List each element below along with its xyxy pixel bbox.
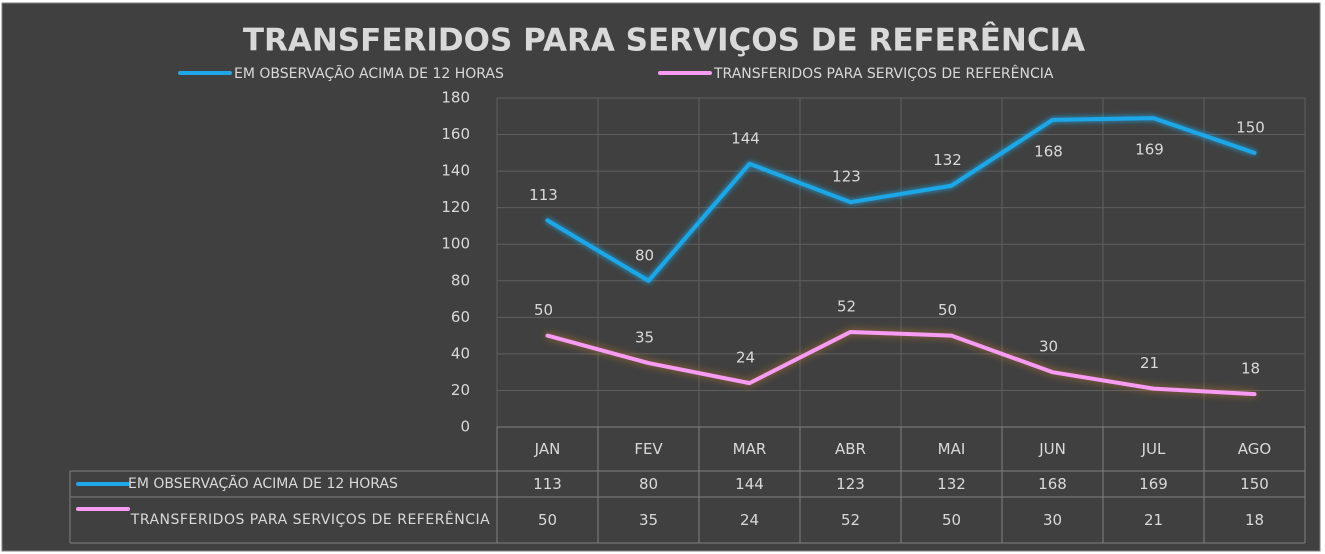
y-tick-label: 20 xyxy=(451,381,470,399)
data-label: 168 xyxy=(1034,142,1063,160)
data-label: 123 xyxy=(832,168,861,186)
data-label: 50 xyxy=(534,301,553,319)
x-tick-label: FEV xyxy=(634,440,663,458)
table-value: 80 xyxy=(638,475,659,493)
x-tick-label: JUL xyxy=(1141,440,1166,458)
table-value: 150 xyxy=(1240,475,1269,493)
chart-title: TRANSFERIDOS PARA SERVIÇOS DE REFERÊNCIA xyxy=(243,23,1085,59)
table-value: 35 xyxy=(638,511,659,529)
series-line xyxy=(545,116,1257,283)
legend-label: EM OBSERVAÇÃO ACIMA DE 12 HORAS xyxy=(234,65,504,82)
legend-label: TRANSFERIDOS PARA SERVIÇOS DE REFERÊNCIA xyxy=(713,64,1054,82)
y-tick-label: 40 xyxy=(451,344,470,362)
table-value: 24 xyxy=(739,511,760,529)
data-label: 144 xyxy=(731,129,760,147)
data-label: 24 xyxy=(736,349,755,367)
table-row-label: EM OBSERVAÇÃO ACIMA DE 12 HORAS xyxy=(128,476,398,492)
data-label: 30 xyxy=(1039,338,1058,356)
y-tick-label: 80 xyxy=(451,271,470,289)
data-label: 21 xyxy=(1140,354,1159,372)
data-label: 113 xyxy=(529,186,558,204)
table-value: 144 xyxy=(735,475,764,493)
table-value: 52 xyxy=(840,511,861,529)
table-value: 123 xyxy=(836,475,865,493)
x-tick-label: MAI xyxy=(937,440,966,458)
table-value: 132 xyxy=(937,475,966,493)
y-tick-label: 120 xyxy=(441,198,470,216)
data-label: 18 xyxy=(1241,360,1260,378)
table-value: 169 xyxy=(1139,475,1168,493)
x-tick-label: AGO xyxy=(1237,440,1272,458)
x-tick-label: JUN xyxy=(1039,440,1066,458)
table-value: 50 xyxy=(941,511,962,529)
table-value: 168 xyxy=(1038,475,1067,493)
table-value: 113 xyxy=(533,475,562,493)
series-line xyxy=(545,329,1257,397)
y-tick-label: 100 xyxy=(441,235,470,253)
data-label: 169 xyxy=(1135,141,1164,159)
data-label: 132 xyxy=(933,151,962,169)
y-tick-label: 0 xyxy=(460,418,470,436)
data-label: 150 xyxy=(1236,118,1265,136)
x-tick-label: MAR xyxy=(732,440,767,458)
y-tick-label: 60 xyxy=(451,308,470,326)
y-tick-label: 180 xyxy=(441,89,470,107)
y-tick-label: 160 xyxy=(441,125,470,143)
table-value: 50 xyxy=(537,511,558,529)
x-tick-label: JAN xyxy=(534,440,561,458)
table-value: 18 xyxy=(1244,511,1265,529)
table-value: 30 xyxy=(1042,511,1063,529)
table-value: 21 xyxy=(1143,511,1164,529)
data-label: 52 xyxy=(837,297,856,315)
x-tick-label: ABR xyxy=(835,440,866,458)
y-tick-label: 140 xyxy=(441,162,470,180)
data-label: 35 xyxy=(635,329,654,347)
table-row-label: TRANSFERIDOS PARA SERVIÇOS DE REFERÊNCIA xyxy=(130,512,491,528)
data-label: 80 xyxy=(635,246,654,264)
data-label: 50 xyxy=(938,301,957,319)
